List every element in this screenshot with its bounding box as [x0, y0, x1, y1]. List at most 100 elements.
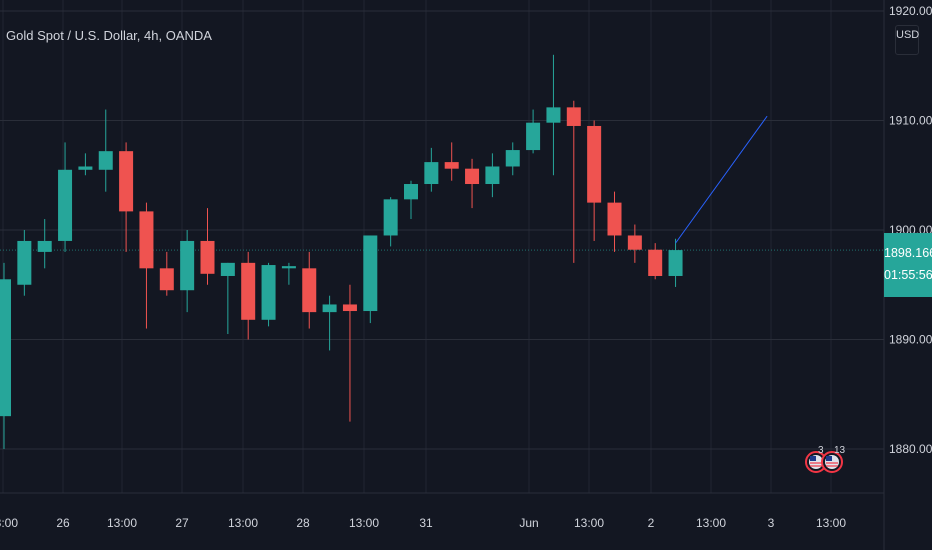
candle-body	[342, 304, 357, 312]
trend-line[interactable]	[675, 115, 768, 244]
candle-body	[363, 235, 378, 312]
event-count: 3	[818, 445, 824, 456]
candle-body	[0, 279, 11, 417]
candle	[627, 224, 642, 263]
candle	[566, 100, 581, 263]
candle-body	[627, 235, 642, 250]
chart-title: Gold Spot / U.S. Dollar, 4h, OANDA	[6, 28, 212, 43]
time-tick-label: Jun	[519, 516, 538, 530]
time-tick-label: 13:00	[0, 516, 18, 530]
time-tick-label: 13:00	[349, 516, 379, 530]
candle	[648, 243, 663, 280]
time-axis-labels: 13:00 26 13:00 27 13:00 28 13:00 31 Jun 13:00 2 13:…	[0, 516, 846, 530]
event-count: 13	[834, 445, 846, 456]
candle	[37, 219, 52, 269]
candle-body	[607, 202, 622, 236]
candle	[261, 262, 276, 327]
candle-body	[119, 151, 134, 212]
candle	[119, 142, 134, 252]
candle	[139, 202, 154, 329]
price-tick-label: 1910.000	[889, 114, 932, 128]
candle-body	[444, 162, 459, 169]
candle	[0, 262, 11, 449]
candle-body	[505, 150, 520, 167]
candle-body	[424, 162, 439, 185]
candle	[485, 153, 500, 198]
candle-body	[17, 240, 32, 285]
candle-body	[404, 184, 418, 200]
candle-body	[648, 249, 663, 276]
time-tick-label: 27	[175, 516, 189, 530]
candle-body	[200, 240, 215, 274]
candle-body	[383, 199, 398, 236]
candle-body	[587, 125, 602, 203]
economic-event-marker[interactable]: 13	[821, 445, 846, 473]
time-tick-label: 31	[419, 516, 433, 530]
time-tick-label: 13:00	[107, 516, 137, 530]
bar-countdown: 01:55:56	[884, 268, 932, 282]
candle-body	[261, 265, 276, 320]
candle	[220, 262, 235, 335]
candle	[444, 142, 459, 181]
time-tick-label: 13:00	[696, 516, 726, 530]
candle	[404, 180, 418, 220]
candle-body	[241, 262, 256, 320]
candle	[424, 147, 439, 192]
candle-body	[98, 151, 113, 170]
candle-body	[159, 268, 174, 291]
candle	[465, 158, 480, 209]
time-tick-label: 2	[648, 516, 655, 530]
candle	[322, 295, 337, 351]
candle-body	[546, 107, 561, 123]
candle-body	[485, 166, 500, 185]
candle	[98, 109, 113, 192]
candle	[302, 251, 317, 329]
us-flag-icon	[810, 456, 816, 461]
price-axis-labels: 1880.0001890.0001900.0001910.0001920.000	[889, 4, 932, 456]
candle-body	[139, 211, 154, 269]
price-tick-label: 1920.000	[889, 4, 932, 18]
time-tick-label: 28	[296, 516, 310, 530]
last-price-label: 1898.166 01:55:56	[884, 233, 932, 297]
candle	[58, 142, 73, 252]
candle-body	[526, 122, 541, 151]
time-tick-label: 13:00	[574, 516, 604, 530]
candle	[342, 284, 357, 422]
candle	[159, 251, 174, 296]
candle-body	[220, 262, 235, 276]
price-tick-label: 1890.000	[889, 333, 932, 347]
candle	[17, 230, 32, 296]
candle	[281, 262, 296, 285]
candle	[668, 238, 683, 287]
candle-body	[322, 304, 337, 313]
horizontal-grid	[0, 10, 884, 450]
candle	[363, 235, 378, 324]
candle-body	[302, 268, 317, 313]
candle	[383, 197, 398, 247]
candle-body	[668, 250, 683, 276]
candle	[78, 153, 93, 176]
candle	[200, 208, 215, 285]
candle	[587, 120, 602, 241]
candle	[505, 142, 520, 176]
candle-body	[180, 240, 195, 291]
candle-body	[58, 169, 73, 241]
candle	[241, 251, 256, 340]
time-tick-label: 13:00	[816, 516, 846, 530]
vertical-grid	[2, 0, 832, 493]
last-price-value: 1898.166	[884, 246, 932, 260]
candle	[546, 54, 561, 176]
us-flag-icon	[826, 456, 832, 461]
candle-body	[37, 240, 52, 252]
candle	[180, 230, 195, 313]
candle-body	[281, 266, 296, 269]
economic-event-marker[interactable]: 3	[805, 445, 827, 473]
candle-body	[566, 107, 581, 126]
time-tick-label: 13:00	[228, 516, 258, 530]
currency-button[interactable]: USD	[895, 25, 919, 55]
candle	[526, 109, 541, 154]
time-tick-label: 3	[768, 516, 775, 530]
candle-body	[78, 166, 93, 170]
candle-body	[465, 168, 480, 185]
